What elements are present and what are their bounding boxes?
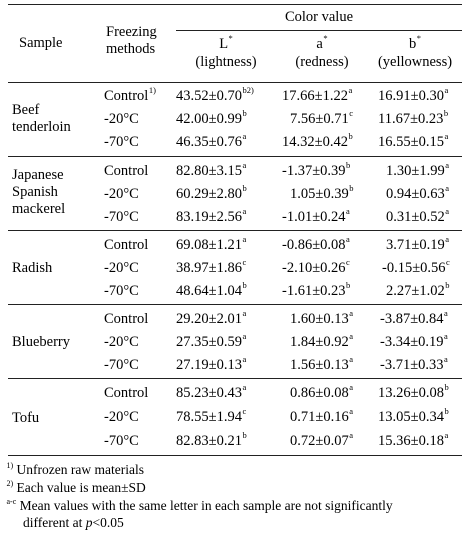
lightness-cell: 60.29±2.80b bbox=[176, 183, 247, 202]
footnote-2: 2) Each value is mean±SD bbox=[6, 478, 146, 495]
method-cell: -20°C bbox=[104, 111, 139, 127]
redness-cell: 0.86±0.08a bbox=[290, 382, 353, 401]
footnote-1: 1) Unfrozen raw materials bbox=[6, 460, 145, 477]
sample-name: Radish bbox=[12, 260, 53, 276]
lightness-cell: 27.19±0.13a bbox=[176, 354, 247, 373]
yellowness-cell: -0.15±0.56c bbox=[382, 257, 450, 276]
method-cell: Control bbox=[104, 163, 149, 179]
lightness-cell: 42.00±0.99b bbox=[176, 108, 247, 127]
yellowness-label: (yellowness) bbox=[377, 54, 453, 70]
redness-cell: 0.71±0.16a bbox=[290, 406, 353, 425]
method-cell: -70°C bbox=[104, 283, 139, 299]
redness-cell: 1.56±0.13a bbox=[290, 354, 353, 373]
sample-name: tenderloin bbox=[12, 119, 71, 135]
method-cell: -70°C bbox=[104, 209, 139, 225]
method-cell: -20°C bbox=[104, 409, 139, 425]
method-cell: -70°C bbox=[104, 357, 139, 373]
redness-cell: -1.37±0.39b bbox=[282, 160, 351, 179]
group-separator bbox=[8, 378, 462, 379]
lightness-cell: 82.83±0.21b bbox=[176, 430, 247, 449]
method-cell: -20°C bbox=[104, 260, 139, 276]
lightness-cell: 43.52±0.70b2) bbox=[176, 85, 254, 104]
color-value-header: Color value bbox=[284, 9, 354, 25]
lightness-cell: 27.35±0.59a bbox=[176, 331, 247, 350]
top-rule bbox=[8, 4, 462, 5]
lightness-cell: 29.20±2.01a bbox=[176, 308, 247, 327]
sample-name: Blueberry bbox=[12, 334, 70, 350]
method-cell: Control1) bbox=[104, 85, 156, 104]
lightness-cell: 82.80±3.15a bbox=[176, 160, 247, 179]
redness-cell: 1.84±0.92a bbox=[290, 331, 353, 350]
yellowness-cell: 13.26±0.08b bbox=[378, 382, 449, 401]
redness-cell: 0.72±0.07a bbox=[290, 430, 353, 449]
sample-name: Japanese bbox=[12, 167, 64, 183]
lightness-cell: 48.64±1.04b bbox=[176, 280, 247, 299]
redness-cell: 7.56±0.71c bbox=[290, 108, 353, 127]
sample-name: Tofu bbox=[12, 410, 40, 426]
yellowness-cell: -3.71±0.33a bbox=[380, 354, 448, 373]
lightness-cell: 85.23±0.43a bbox=[176, 382, 247, 401]
footnote-3: a-c Mean values with the same letter in … bbox=[6, 496, 393, 513]
group-separator bbox=[8, 156, 462, 157]
method-cell: -70°C bbox=[104, 134, 139, 150]
yellowness-symbol: b* bbox=[409, 33, 421, 52]
redness-cell: -0.86±0.08a bbox=[282, 234, 350, 253]
yellowness-cell: 3.71±0.19a bbox=[386, 234, 449, 253]
yellowness-cell: 13.05±0.34b bbox=[378, 406, 449, 425]
redness-cell: 17.66±1.22a bbox=[282, 85, 353, 104]
color-value-underline bbox=[176, 30, 462, 31]
sample-name: mackerel bbox=[12, 201, 66, 217]
group-separator bbox=[8, 304, 462, 305]
redness-label: (redness) bbox=[295, 54, 349, 70]
method-cell: Control bbox=[104, 311, 149, 327]
bottom-rule bbox=[8, 455, 462, 456]
lightness-label: (lightness) bbox=[195, 54, 257, 70]
lightness-symbol: L* bbox=[219, 33, 233, 52]
method-cell: Control bbox=[104, 385, 149, 401]
method-cell: -20°C bbox=[104, 334, 139, 350]
lightness-cell: 78.55±1.94c bbox=[176, 406, 247, 425]
yellowness-cell: 16.91±0.30a bbox=[378, 85, 449, 104]
header-bottom-rule bbox=[8, 82, 462, 83]
freezing-methods-header-line2: methods bbox=[106, 41, 156, 57]
yellowness-cell: -3.34±0.19a bbox=[380, 331, 448, 350]
yellowness-cell: 11.67±0.23b bbox=[378, 108, 449, 127]
sample-name: Beef bbox=[12, 102, 40, 118]
redness-cell: -1.01±0.24a bbox=[282, 206, 350, 225]
yellowness-cell: -3.87±0.84a bbox=[380, 308, 448, 327]
sample-name: Spanish bbox=[12, 184, 58, 200]
redness-cell: 14.32±0.42b bbox=[282, 131, 353, 150]
method-cell: -70°C bbox=[104, 433, 139, 449]
redness-cell: -1.61±0.23b bbox=[282, 280, 351, 299]
group-separator bbox=[8, 230, 462, 231]
yellowness-cell: 0.31±0.52a bbox=[386, 206, 449, 225]
yellowness-cell: 0.94±0.63a bbox=[386, 183, 449, 202]
lightness-cell: 46.35±0.76a bbox=[176, 131, 247, 150]
redness-cell: 1.60±0.13a bbox=[290, 308, 353, 327]
redness-cell: 1.05±0.39b bbox=[290, 183, 354, 202]
method-cell: -20°C bbox=[104, 186, 139, 202]
sample-header: Sample bbox=[19, 35, 63, 51]
method-cell: Control bbox=[104, 237, 149, 253]
redness-cell: -2.10±0.26c bbox=[282, 257, 350, 276]
yellowness-cell: 15.36±0.18a bbox=[378, 430, 449, 449]
redness-symbol: a* bbox=[316, 33, 328, 52]
lightness-cell: 38.97±1.86c bbox=[176, 257, 247, 276]
lightness-cell: 83.19±2.56a bbox=[176, 206, 247, 225]
yellowness-cell: 2.27±1.02b bbox=[386, 280, 450, 299]
footnote-3-continued: different at p<0.05 bbox=[23, 515, 124, 530]
lightness-cell: 69.08±1.21a bbox=[176, 234, 247, 253]
freezing-methods-header-line1: Freezing bbox=[106, 24, 157, 40]
yellowness-cell: 1.30±1.99a bbox=[386, 160, 449, 179]
yellowness-cell: 16.55±0.15a bbox=[378, 131, 449, 150]
